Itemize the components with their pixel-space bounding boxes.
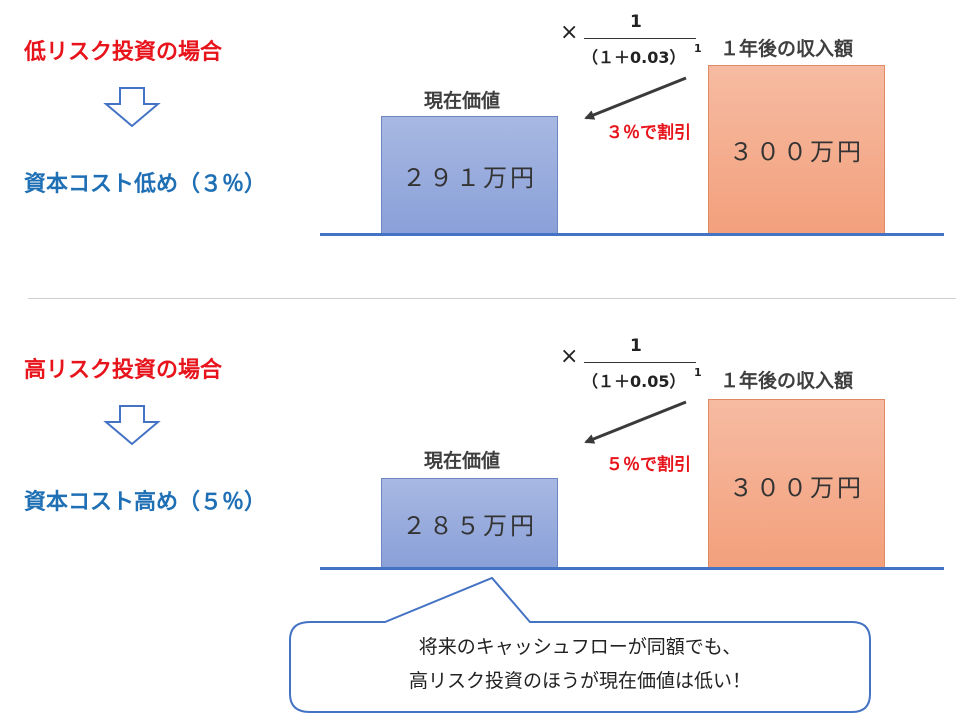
section-divider bbox=[28, 298, 956, 299]
present-value-label: 現在価値 bbox=[424, 450, 501, 472]
discount-arrow-icon bbox=[584, 400, 687, 444]
baseline bbox=[320, 233, 944, 236]
discount-formula: × 1 （１＋0.05） 1 bbox=[560, 336, 710, 392]
baseline bbox=[320, 567, 944, 570]
future-income-label: １年後の収入額 bbox=[720, 370, 854, 392]
formula-numerator: 1 bbox=[630, 336, 642, 356]
case-title: 高リスク投資の場合 bbox=[24, 358, 223, 383]
formula-denominator: （１＋0.03） bbox=[582, 48, 686, 67]
callout-text: 将来のキャッシュフローが同額でも、 高リスク投資のほうが現在価値は低い！ bbox=[290, 630, 870, 698]
callout-line-2: 高リスク投資のほうが現在価値は低い！ bbox=[408, 670, 751, 692]
future-value-box: ３００万円 bbox=[708, 65, 885, 234]
case-title: 低リスク投資の場合 bbox=[24, 40, 223, 65]
formula-denominator: （１＋0.05） bbox=[582, 372, 686, 391]
present-value-box: ２９１万円 bbox=[381, 116, 558, 234]
discount-arrow-icon bbox=[584, 76, 687, 120]
future-income-label: １年後の収入額 bbox=[720, 38, 854, 60]
discount-rate-label: ５％で割引 bbox=[606, 455, 691, 475]
down-arrow-icon bbox=[103, 405, 161, 446]
callout-bubble bbox=[289, 576, 871, 713]
cost-of-capital-label: 資本コスト高め（５％） bbox=[24, 490, 267, 515]
formula-numerator: 1 bbox=[630, 12, 642, 32]
times-sign: × bbox=[560, 344, 579, 369]
formula-exponent: 1 bbox=[694, 42, 702, 55]
times-sign: × bbox=[560, 20, 579, 45]
present-value-box: ２８５万円 bbox=[381, 478, 558, 568]
discount-formula: × 1 （１＋0.03） 1 bbox=[560, 12, 710, 68]
cost-of-capital-label: 資本コスト低め（３％） bbox=[24, 172, 267, 197]
present-value-amount: ２８５万円 bbox=[402, 511, 537, 540]
future-value-box: ３００万円 bbox=[708, 399, 885, 568]
callout-line-1: 将来のキャッシュフローが同額でも、 bbox=[418, 636, 742, 658]
future-value-amount: ３００万円 bbox=[729, 138, 864, 166]
discount-rate-label: ３％で割引 bbox=[606, 123, 691, 143]
fraction-bar bbox=[584, 362, 696, 363]
fraction-bar bbox=[584, 38, 696, 39]
down-arrow-icon bbox=[103, 87, 161, 128]
present-value-amount: ２９１万円 bbox=[402, 163, 537, 192]
present-value-label: 現在価値 bbox=[424, 90, 501, 112]
formula-exponent: 1 bbox=[694, 366, 702, 379]
future-value-amount: ３００万円 bbox=[729, 474, 864, 502]
